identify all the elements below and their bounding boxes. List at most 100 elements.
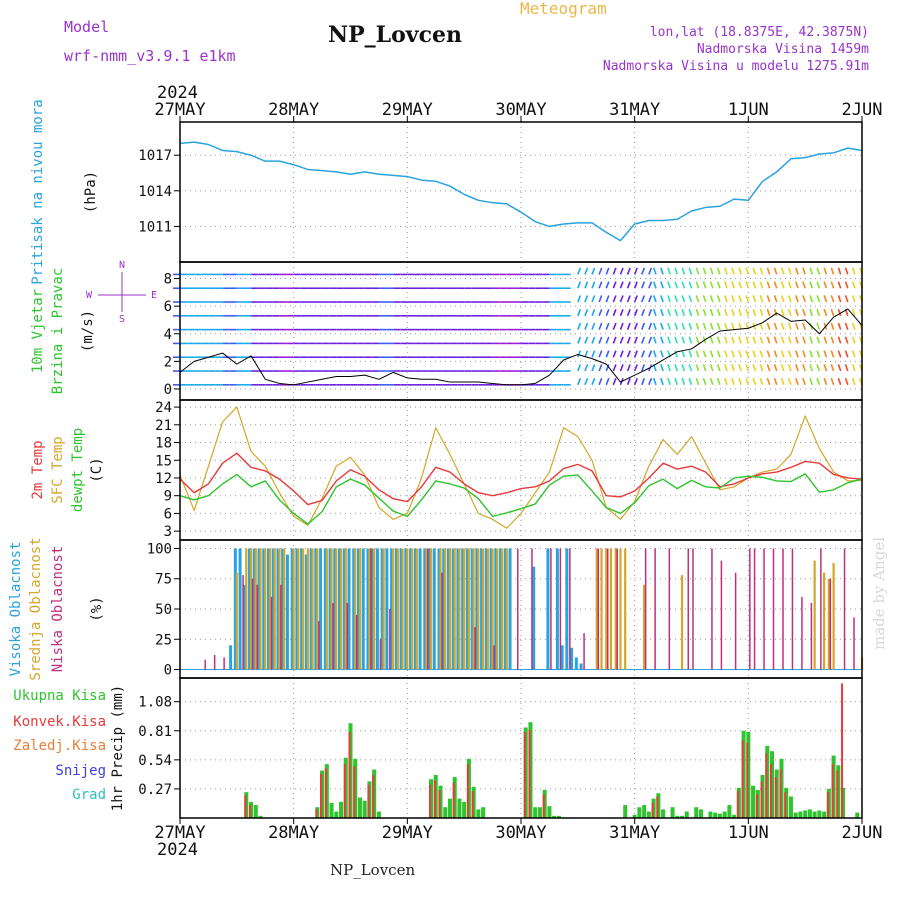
mid-cloud-bar — [467, 548, 471, 670]
mid-cloud-bar — [245, 548, 248, 670]
model-name: wrf-nmm_v3.9.1 e1km — [64, 47, 236, 65]
wind-barb — [633, 267, 638, 275]
convective-precip-bar — [471, 791, 474, 818]
low-cloud-bar — [763, 548, 765, 670]
wind-barb — [809, 281, 814, 289]
wind-barb — [795, 350, 799, 358]
wind-barb — [641, 267, 646, 275]
wind-barb — [660, 322, 664, 330]
wind-barb — [780, 295, 785, 303]
convective-precip-bar — [367, 784, 370, 818]
bottom-date-label: 2JUN — [842, 823, 883, 843]
wind-barb — [660, 267, 664, 275]
wind-barb — [816, 267, 821, 275]
mid-cloud-bar — [605, 548, 608, 670]
high-cloud-bar — [475, 548, 479, 670]
y-tick-label: 8 — [164, 272, 172, 288]
wind-barb — [716, 364, 721, 372]
total-precip-bar — [547, 806, 552, 818]
wind-barb — [738, 336, 742, 344]
wind-barb — [695, 377, 700, 386]
high-cloud-bar — [394, 548, 398, 670]
wind-barb — [816, 336, 821, 344]
wind-barb — [695, 364, 700, 372]
total-precip-bar — [362, 800, 367, 818]
y-tick-label: 0.54 — [138, 753, 172, 769]
wind-barb — [641, 364, 646, 372]
wind-barb — [745, 295, 750, 303]
wind-barb — [731, 295, 735, 303]
wind-barb — [633, 295, 638, 303]
wind-barb — [605, 378, 610, 386]
wind-barb — [795, 267, 799, 275]
wind-barb — [731, 336, 735, 344]
wind-barb — [731, 281, 735, 289]
wind-barb — [731, 322, 735, 330]
total-precip-bar — [552, 815, 557, 818]
mid-cloud-bar — [235, 572, 238, 670]
wind-barb — [773, 350, 778, 358]
wind-barb — [612, 281, 617, 289]
high-cloud-bar — [285, 554, 289, 670]
wind-barb — [702, 364, 707, 372]
high-cloud-bar — [361, 548, 365, 670]
wind-barb — [851, 267, 856, 275]
wind-barb — [759, 350, 764, 358]
high-cloud-bar — [508, 548, 512, 670]
convective-precip-bar — [348, 731, 351, 818]
wind-barb — [738, 308, 742, 317]
convective-precip-bar — [244, 795, 247, 818]
wind-barb — [702, 267, 707, 275]
convective-precip-bar — [542, 794, 545, 818]
wind-barb — [844, 281, 849, 289]
mid-cloud-bar — [339, 548, 343, 670]
wind-barb — [577, 281, 582, 289]
low-cloud-bar — [346, 602, 349, 670]
total-precip-bar — [855, 812, 860, 818]
wind-barb — [702, 377, 707, 386]
high-cloud-bar — [465, 548, 469, 670]
wind-barb — [738, 267, 742, 275]
wind-barb — [577, 295, 582, 303]
mid-cloud-bar — [401, 548, 404, 670]
high-cloud-bar — [319, 548, 323, 670]
convective-precip-bar — [523, 731, 526, 818]
high-cloud-bar — [257, 548, 261, 670]
low-cloud-bar — [782, 548, 784, 670]
high-cloud-bar — [484, 548, 488, 670]
elevation-label: Nadmorska Visina 1459m — [696, 42, 869, 57]
low-cloud-bar — [829, 578, 832, 670]
mid-cloud-bar — [264, 548, 267, 670]
wind-barb — [598, 350, 603, 358]
high-cloud-bar — [229, 645, 233, 670]
wind-barb — [787, 281, 792, 289]
wind-barb — [802, 377, 806, 386]
wind-barb — [851, 322, 856, 330]
wind-barb — [584, 309, 589, 317]
wind-barb — [598, 364, 603, 372]
wind-barb — [766, 295, 771, 303]
wind-barb — [809, 364, 814, 372]
mid-cloud-bar — [273, 548, 276, 670]
wind-barb — [773, 267, 778, 275]
legend-hail: Grad — [72, 787, 106, 803]
wind-barb — [674, 267, 679, 275]
wind-barb — [709, 336, 714, 344]
wind-barb — [724, 281, 728, 289]
wind-barb — [681, 308, 686, 317]
wind-barb — [787, 336, 792, 344]
wind-barb — [745, 308, 750, 317]
wind-barb — [702, 350, 707, 358]
mid-cloud-bar — [283, 548, 286, 670]
wind-barb — [759, 364, 764, 372]
low-cloud-bar — [734, 572, 737, 670]
low-cloud-bar — [559, 548, 562, 670]
wind-barb — [577, 350, 582, 358]
high-cloud-bar — [380, 548, 384, 670]
high-cloud-bar — [375, 548, 379, 670]
wind-barb — [605, 295, 610, 303]
high-cloud-bar — [555, 548, 559, 670]
wind-barb — [766, 377, 771, 386]
mid-cloud-bar — [600, 548, 603, 670]
wind-barb — [738, 364, 742, 372]
